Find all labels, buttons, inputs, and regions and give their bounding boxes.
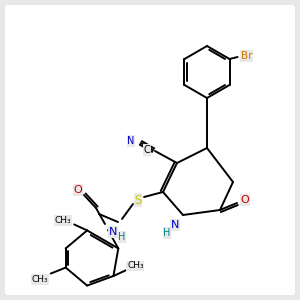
Text: S: S [134,194,142,206]
Text: CH₃: CH₃ [32,275,48,284]
Text: O: O [74,185,82,195]
Text: C: C [144,145,150,155]
Text: H: H [118,232,126,242]
Text: Br: Br [241,51,252,61]
Text: CH₃: CH₃ [55,216,71,225]
FancyBboxPatch shape [5,5,295,295]
Text: CH₃: CH₃ [127,262,144,271]
Text: N: N [127,136,135,146]
Text: N: N [109,227,117,237]
Text: N: N [171,220,179,230]
Text: O: O [241,195,249,205]
Text: H: H [163,228,171,238]
